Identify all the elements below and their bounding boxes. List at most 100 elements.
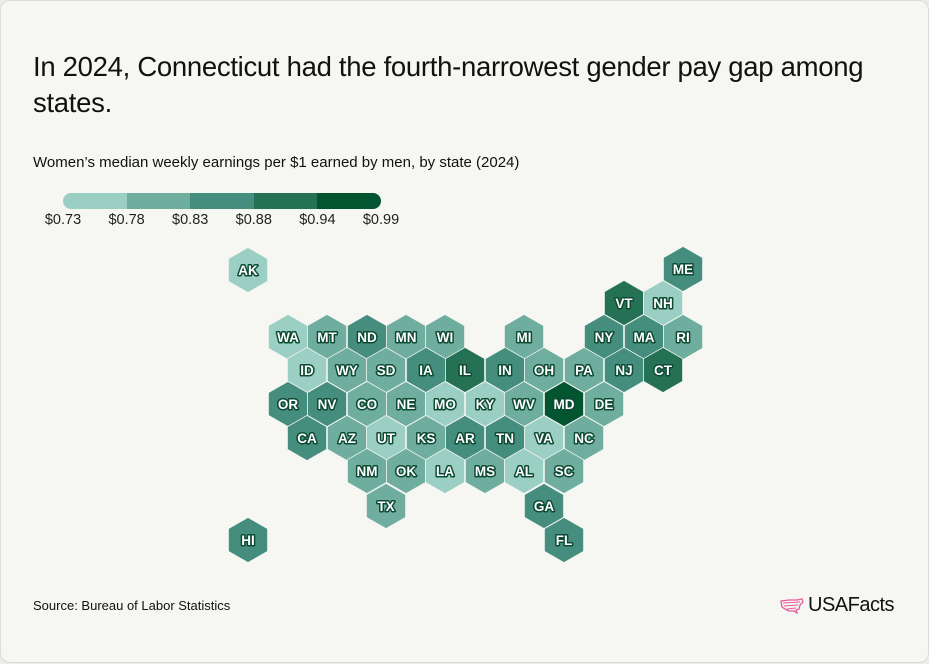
state-hex-az: AZ xyxy=(326,414,368,462)
state-label: GA xyxy=(534,499,555,514)
state-hex-wi: WI xyxy=(424,313,466,361)
state-hex-fl: FL xyxy=(544,516,584,564)
state-label: WA xyxy=(277,330,299,345)
state-label: NY xyxy=(595,330,614,345)
state-label: HI xyxy=(241,533,255,548)
state-hex-ca: CA xyxy=(286,414,328,462)
state-hex-ks: KS xyxy=(405,414,447,462)
us-map-logo-icon xyxy=(780,597,804,614)
state-hex-ma: MA xyxy=(624,313,664,361)
state-label: NJ xyxy=(615,363,632,378)
state-hex-ct: CT xyxy=(643,346,683,394)
state-label: ID xyxy=(300,363,314,378)
state-hex-nd: ND xyxy=(346,313,388,361)
state-label: MA xyxy=(634,330,655,345)
state-hex-tx: TX xyxy=(365,482,407,530)
state-hex-co: CO xyxy=(346,380,388,428)
chart-title: In 2024, Connecticut had the fourth-narr… xyxy=(33,51,864,118)
state-label: ME xyxy=(673,262,693,277)
usafacts-logo: USAFacts xyxy=(780,594,895,617)
state-label: AR xyxy=(455,431,475,446)
state-hex-hi: HI xyxy=(227,516,269,564)
state-label: MI xyxy=(517,330,532,345)
state-label: NH xyxy=(653,296,673,311)
state-hex-ut: UT xyxy=(365,414,407,462)
legend-swatch xyxy=(317,193,381,209)
state-label: KY xyxy=(476,397,495,412)
state-label: IA xyxy=(419,363,433,378)
state-hex-mt: MT xyxy=(306,313,348,361)
state-hex-mo: MO xyxy=(424,380,466,428)
state-label: WV xyxy=(513,397,535,412)
state-label: IN xyxy=(498,363,512,378)
legend-swatch xyxy=(253,193,318,209)
hex-tile xyxy=(424,447,466,495)
state-label: TN xyxy=(496,431,514,446)
state-hex-ky: KY xyxy=(464,380,506,428)
state-hex-or: OR xyxy=(267,380,309,428)
state-label: MO xyxy=(434,397,456,412)
hex-tile xyxy=(227,246,269,294)
hex-tile xyxy=(643,346,683,394)
state-hex-mi: MI xyxy=(503,313,544,361)
state-hex-la: LA xyxy=(424,447,466,495)
legend-tick-label: $0.78 xyxy=(108,212,145,228)
state-hex-nv: NV xyxy=(306,380,348,428)
color-legend xyxy=(63,193,381,209)
state-label: FL xyxy=(556,533,573,548)
state-label: MS xyxy=(475,464,495,479)
legend-tick-label: $0.73 xyxy=(44,212,82,228)
state-label: WY xyxy=(336,363,358,378)
state-label: WI xyxy=(437,330,454,345)
state-label: MN xyxy=(396,330,417,345)
state-label: OK xyxy=(396,464,417,479)
state-hex-ga: GA xyxy=(524,482,564,530)
state-hex-nh: NH xyxy=(643,279,683,327)
state-hex-ms: MS xyxy=(464,447,506,495)
state-label: AZ xyxy=(338,431,356,446)
state-label: AK xyxy=(238,263,258,278)
state-hex-nm: NM xyxy=(346,447,388,495)
legend-swatch xyxy=(126,193,191,209)
state-label: NE xyxy=(397,397,416,412)
state-hex-sc: SC xyxy=(544,447,584,495)
state-hex-ri: RI xyxy=(663,313,703,361)
state-hex-nc: NC xyxy=(564,414,604,462)
chart-subtitle: Women’s median weekly earnings per $1 ea… xyxy=(33,154,520,171)
state-hex-me: ME xyxy=(663,245,703,293)
source-note: Source: Bureau of Labor Statistics xyxy=(33,598,231,613)
state-label: DE xyxy=(595,397,614,412)
state-hex-wa: WA xyxy=(267,313,309,361)
state-label: IL xyxy=(459,363,471,378)
state-hex-oh: OH xyxy=(524,346,564,394)
state-label: PA xyxy=(575,363,593,378)
logo-text: USAFacts xyxy=(808,594,895,616)
state-label: ND xyxy=(357,330,377,345)
state-label: OH xyxy=(534,363,554,378)
state-label: SD xyxy=(377,363,396,378)
legend-tick-label: $0.88 xyxy=(235,212,272,228)
state-label: KS xyxy=(417,431,436,446)
state-label: LA xyxy=(436,464,454,479)
state-hex-de: DE xyxy=(584,380,624,428)
state-label: AL xyxy=(515,464,533,479)
hex-tile xyxy=(544,447,584,495)
legend-tick-label: $0.83 xyxy=(172,212,209,228)
hex-tile xyxy=(286,414,328,462)
state-hex-ne: NE xyxy=(385,380,427,428)
state-hex-ny: NY xyxy=(584,313,624,361)
state-label: NC xyxy=(574,431,594,446)
hex-tile xyxy=(503,447,544,495)
state-label: CA xyxy=(297,431,317,446)
hex-tile xyxy=(227,516,269,564)
state-label: SC xyxy=(555,464,574,479)
legend-swatch xyxy=(190,193,254,209)
state-hex-ok: OK xyxy=(385,447,427,495)
state-hex-ia: IA xyxy=(405,346,447,394)
state-hex-pa: PA xyxy=(564,346,604,394)
state-hex-vt: VT xyxy=(604,279,644,327)
state-label: VA xyxy=(535,431,553,446)
state-label: CO xyxy=(357,397,377,412)
hex-tile xyxy=(544,516,584,564)
